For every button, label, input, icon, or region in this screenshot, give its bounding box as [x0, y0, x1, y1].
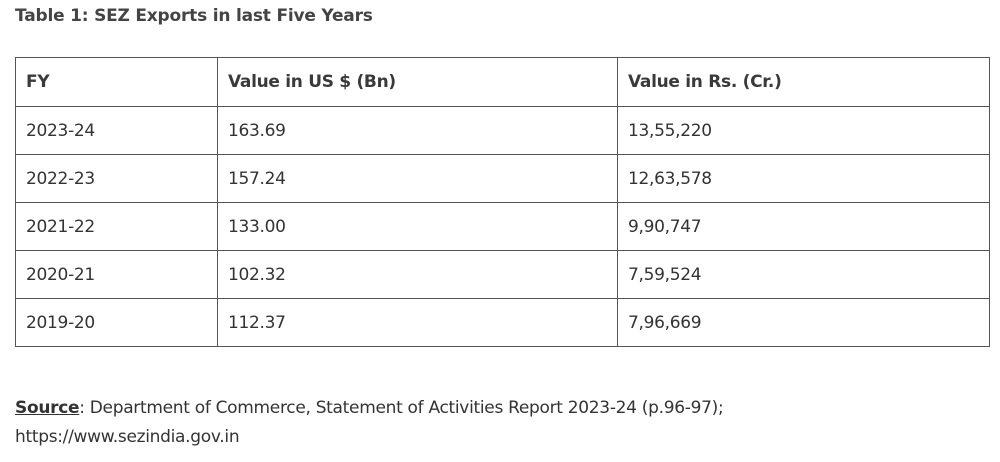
table-caption: Table 1: SEZ Exports in last Five Years [15, 6, 373, 26]
cell-fy: 2019-20 [15, 298, 218, 347]
cell-fy: 2020-21 [15, 250, 218, 299]
sez-exports-table: FY Value in US $ (Bn) Value in Rs. (Cr.)… [15, 57, 990, 347]
cell-value-usd: 163.69 [217, 106, 618, 155]
cell-value-inr: 13,55,220 [617, 106, 990, 155]
table-row: 2019-20 112.37 7,96,669 [15, 298, 990, 347]
cell-value-usd: 157.24 [217, 154, 618, 203]
cell-value-inr: 7,96,669 [617, 298, 990, 347]
cell-value-usd: 133.00 [217, 202, 618, 251]
source-label: Source [15, 398, 80, 418]
cell-value-usd: 102.32 [217, 250, 618, 299]
header-value-usd: Value in US $ (Bn) [217, 57, 618, 107]
table-row: 2022-23 157.24 12,63,578 [15, 154, 990, 203]
source-note: Source: Department of Commerce, Statemen… [15, 394, 975, 452]
table-row: 2021-22 133.00 9,90,747 [15, 202, 990, 251]
table-header-row: FY Value in US $ (Bn) Value in Rs. (Cr.) [15, 57, 990, 107]
table-row: 2023-24 163.69 13,55,220 [15, 106, 990, 155]
source-url: https://www.sezindia.gov.in [15, 427, 240, 447]
source-text: : Department of Commerce, Statement of A… [79, 398, 724, 418]
cell-fy: 2022-23 [15, 154, 218, 203]
header-fy: FY [15, 57, 218, 107]
cell-value-inr: 9,90,747 [617, 202, 990, 251]
cell-value-usd: 112.37 [217, 298, 618, 347]
header-value-inr: Value in Rs. (Cr.) [617, 57, 990, 107]
cell-fy: 2023-24 [15, 106, 218, 155]
cell-value-inr: 7,59,524 [617, 250, 990, 299]
table-row: 2020-21 102.32 7,59,524 [15, 250, 990, 299]
cell-value-inr: 12,63,578 [617, 154, 990, 203]
cell-fy: 2021-22 [15, 202, 218, 251]
